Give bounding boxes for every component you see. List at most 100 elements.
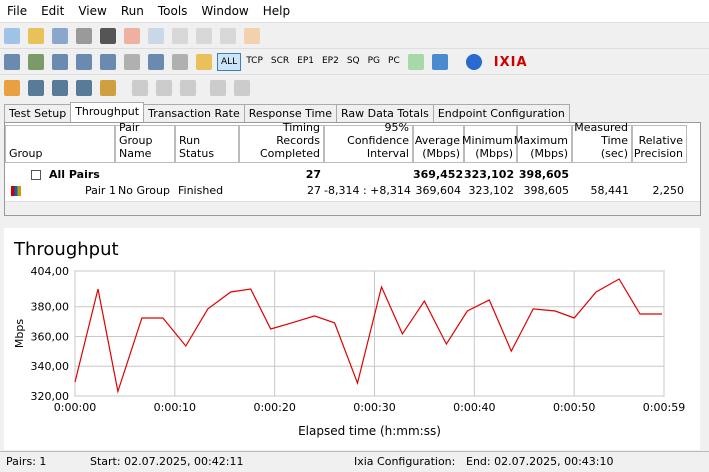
icon[interactable] [172,54,188,70]
table-cell: -8,314 : +8,314 [324,184,411,197]
icon[interactable] [100,80,116,96]
tab[interactable]: Raw Data Totals [336,104,434,122]
status-bar: Pairs: 1 Start: 02.07.2025, 00:42:11 Ixia … [0,451,709,472]
x-tick-label: 0:00:30 [353,401,395,414]
filter-button[interactable]: TCP [246,56,263,66]
icon[interactable] [76,80,92,96]
icon[interactable] [52,80,68,96]
filter-button[interactable]: EP1 [297,56,314,66]
icon[interactable] [407,54,424,70]
icon[interactable] [124,54,140,70]
filter-group: ALL TCP SCR EP1 EP2 SQ PG PC [216,53,404,71]
icon[interactable] [196,28,212,44]
menu-item[interactable]: View [78,4,107,18]
toolbar-run [0,74,709,101]
status-field: End: 02.07.2025, 00:43:10 [466,455,614,468]
x-tick-label: 0:00:10 [154,401,196,414]
icon[interactable] [148,54,164,70]
tab[interactable]: Test Setup [4,104,72,122]
icon[interactable] [76,28,92,44]
icon[interactable] [132,80,148,96]
menu-bar: File Edit View Run Tools Window Help [0,0,709,22]
chart: Throughput 320,00 340,00 360,00 380,00 404,00… [13,239,685,438]
filter-button[interactable]: PG [367,56,381,66]
column-header[interactable]: Minimum (Mbps) [462,125,517,163]
x-axis-title: Elapsed time (h:mm:ss) [298,424,441,438]
column-header[interactable]: Relative Precision [632,125,687,163]
tab[interactable]: Response Time [243,104,337,122]
icon[interactable] [76,54,92,70]
column-header[interactable]: Average (Mbps) [413,125,464,163]
icon[interactable] [156,80,172,96]
icon[interactable] [28,54,44,70]
table-cell: 27 [307,184,321,197]
x-tick-label: 0:00:20 [253,401,295,414]
expand-icon[interactable] [31,170,41,180]
results-table: Group Pair Group Name Run Status Timing Rec… [4,121,701,216]
icon[interactable] [100,54,116,70]
logo: IXIA [493,54,528,70]
icon[interactable] [431,54,448,70]
menu-item[interactable]: Run [120,4,144,18]
y-tick-label: 320,00 [31,390,70,403]
menu-item[interactable]: Tools [157,4,188,18]
table-cell: 2,250 [652,184,685,197]
table-cell: 58,441 [590,184,630,197]
tab-bar: Test Setup Throughput Transaction Rate Resp… [4,102,570,122]
icon[interactable] [52,54,68,70]
table-cell: 369,604 [415,184,462,197]
icon[interactable] [210,80,226,96]
y-tick-label: 360,00 [31,330,70,343]
menu-item[interactable]: Help [262,4,291,18]
icon[interactable] [180,80,196,96]
tab[interactable]: Endpoint Configuration [432,104,570,122]
tab[interactable]: Transaction Rate [143,104,245,122]
icon[interactable] [244,28,260,44]
data-line [74,278,662,394]
chart-panel: Throughput 320,00 340,00 360,00 380,00 404,00… [4,228,700,450]
table-cell: 398,605 [518,168,569,181]
icon[interactable] [28,80,44,96]
table-cell: 323,102 [468,184,515,197]
table-cell: All Pairs [49,168,100,181]
column-header[interactable]: Group [5,125,115,163]
tab[interactable]: Throughput [70,102,145,122]
menu-item[interactable]: Window [201,4,249,18]
column-header[interactable]: Run Status [175,125,239,163]
column-header[interactable]: Maximum (Mbps) [514,125,572,163]
icon[interactable] [234,80,250,96]
icon[interactable] [465,54,482,70]
column-header[interactable]: Timing Records Completed [239,121,324,163]
icon[interactable] [148,28,164,44]
icon[interactable] [100,28,116,44]
filter-button[interactable]: EP2 [321,56,339,66]
icon[interactable] [28,28,44,44]
column-header[interactable]: Pair Group Name [115,121,175,163]
table-cell: Pair 1 [85,184,116,197]
icon[interactable] [4,28,20,44]
table-cell: 27 [305,168,321,181]
y-tick-label: 404,00 [31,265,70,278]
icon[interactable] [124,28,140,44]
icon[interactable] [4,80,20,96]
icon[interactable] [196,54,212,70]
filter-button[interactable]: ALL [217,53,242,71]
status-field: Ixia Configuration: [354,455,456,468]
icon[interactable] [52,28,68,44]
menu-item[interactable]: Edit [41,4,65,18]
filter-button[interactable]: PC [388,56,400,66]
icon[interactable] [172,28,188,44]
icon[interactable] [220,28,236,44]
x-tick-label: 0:00:40 [453,401,495,414]
column-header[interactable]: Measured Time (sec) [572,121,632,163]
icon[interactable] [4,54,20,70]
y-axis-title: Mbps [13,319,26,348]
filter-button[interactable]: SCR [270,56,290,66]
table-cell: 369,452 [413,168,464,181]
x-tick-label: 0:00:00 [54,401,96,414]
menu-item[interactable]: File [7,4,28,18]
table-cell: No Group [118,184,170,197]
scrollbar[interactable] [5,201,700,215]
filter-button[interactable]: SQ [346,56,360,66]
column-header[interactable]: 95% Confidence Interval [324,121,413,163]
